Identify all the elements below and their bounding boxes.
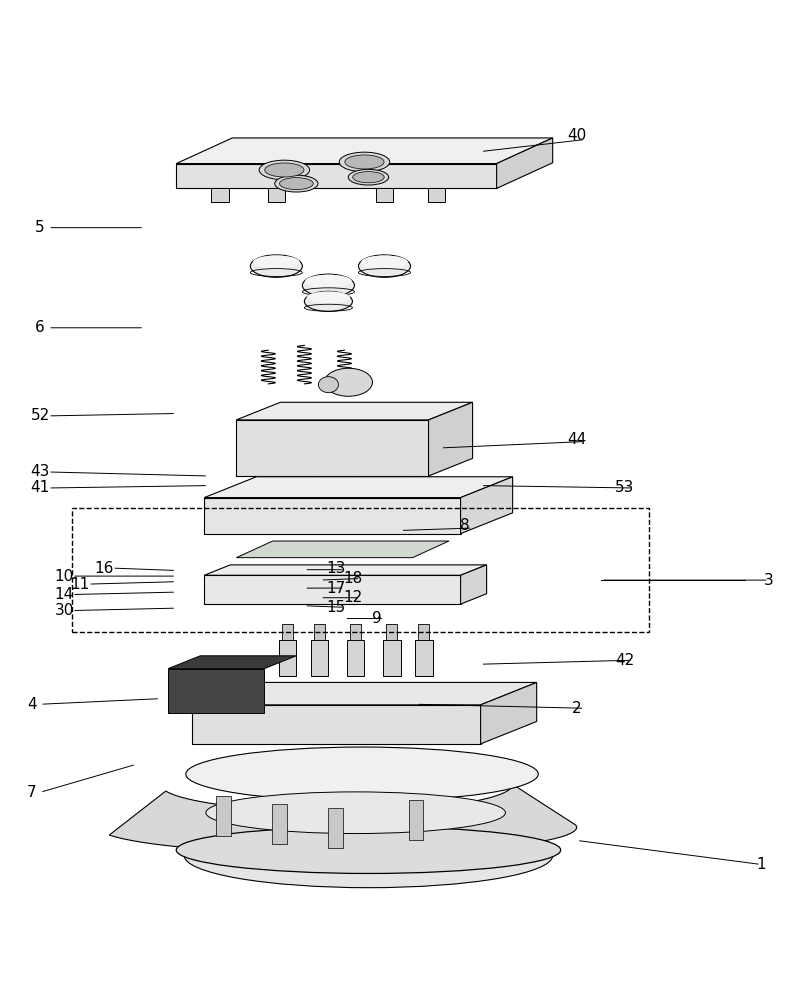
Text: 30: 30 [54, 603, 74, 618]
Bar [256, 476, 263, 490]
Bar [418, 624, 429, 640]
Text: 3: 3 [764, 573, 774, 588]
FancyBboxPatch shape [211, 188, 229, 202]
Text: 18: 18 [343, 571, 362, 586]
Ellipse shape [352, 172, 384, 183]
Text: 6: 6 [35, 320, 45, 335]
Text: 8: 8 [460, 518, 469, 533]
Ellipse shape [361, 255, 408, 269]
Text: 17: 17 [327, 581, 346, 596]
Ellipse shape [206, 792, 505, 834]
Ellipse shape [358, 255, 410, 277]
Ellipse shape [264, 163, 304, 177]
FancyBboxPatch shape [376, 188, 393, 202]
Text: 13: 13 [327, 561, 346, 576]
Bar [282, 624, 293, 640]
Text: 1: 1 [756, 857, 766, 872]
Bar [314, 624, 325, 640]
Ellipse shape [318, 377, 338, 393]
Polygon shape [204, 575, 461, 604]
Text: 5: 5 [35, 220, 45, 235]
Text: 7: 7 [27, 785, 37, 800]
Text: 43: 43 [30, 464, 50, 479]
Bar [352, 476, 359, 490]
Polygon shape [204, 565, 486, 575]
Polygon shape [192, 705, 481, 744]
Polygon shape [204, 477, 513, 498]
Polygon shape [481, 682, 537, 744]
Bar [409, 800, 423, 840]
Text: 16: 16 [95, 561, 114, 576]
Ellipse shape [324, 368, 372, 396]
Ellipse shape [253, 255, 300, 269]
FancyBboxPatch shape [428, 188, 445, 202]
Text: 2: 2 [572, 701, 582, 716]
Bar [279, 640, 296, 676]
Bar [347, 640, 364, 676]
Bar [383, 640, 400, 676]
Polygon shape [109, 784, 577, 854]
Ellipse shape [275, 175, 318, 192]
FancyBboxPatch shape [268, 188, 285, 202]
Polygon shape [176, 164, 497, 188]
Ellipse shape [184, 824, 553, 888]
Text: 53: 53 [615, 480, 634, 495]
Text: 44: 44 [567, 432, 586, 447]
Bar [312, 476, 319, 490]
Polygon shape [168, 656, 296, 669]
Ellipse shape [250, 255, 303, 277]
Text: 10: 10 [54, 569, 74, 584]
Polygon shape [236, 402, 473, 420]
Ellipse shape [304, 291, 352, 311]
Bar [350, 624, 361, 640]
Ellipse shape [176, 827, 561, 873]
Text: 11: 11 [70, 577, 90, 592]
Polygon shape [461, 565, 486, 604]
Bar [284, 476, 291, 490]
Ellipse shape [186, 747, 538, 801]
Bar [216, 796, 231, 836]
Polygon shape [461, 477, 513, 534]
Bar [415, 640, 433, 676]
Text: 4: 4 [27, 697, 37, 712]
Text: 40: 40 [567, 128, 586, 143]
Polygon shape [497, 138, 553, 188]
Ellipse shape [344, 155, 384, 169]
Bar [311, 640, 328, 676]
Text: 52: 52 [30, 408, 50, 423]
Text: 15: 15 [327, 600, 346, 615]
Ellipse shape [305, 275, 352, 288]
Polygon shape [192, 682, 537, 705]
Bar [380, 476, 387, 490]
Ellipse shape [259, 160, 309, 180]
Bar [272, 804, 287, 844]
Ellipse shape [302, 274, 354, 297]
Text: 12: 12 [343, 590, 362, 605]
Polygon shape [236, 541, 449, 558]
Polygon shape [204, 498, 461, 534]
Bar [328, 808, 343, 848]
Text: 9: 9 [372, 611, 381, 626]
Text: 41: 41 [30, 480, 50, 495]
Ellipse shape [307, 291, 350, 303]
Polygon shape [168, 669, 264, 713]
Text: 14: 14 [54, 587, 74, 602]
Ellipse shape [280, 178, 313, 190]
Polygon shape [429, 402, 473, 476]
Text: 42: 42 [615, 653, 634, 668]
Bar [386, 624, 397, 640]
Polygon shape [176, 138, 553, 164]
Polygon shape [236, 420, 429, 476]
Ellipse shape [348, 169, 388, 185]
Bar [408, 476, 415, 490]
Ellipse shape [340, 152, 389, 172]
